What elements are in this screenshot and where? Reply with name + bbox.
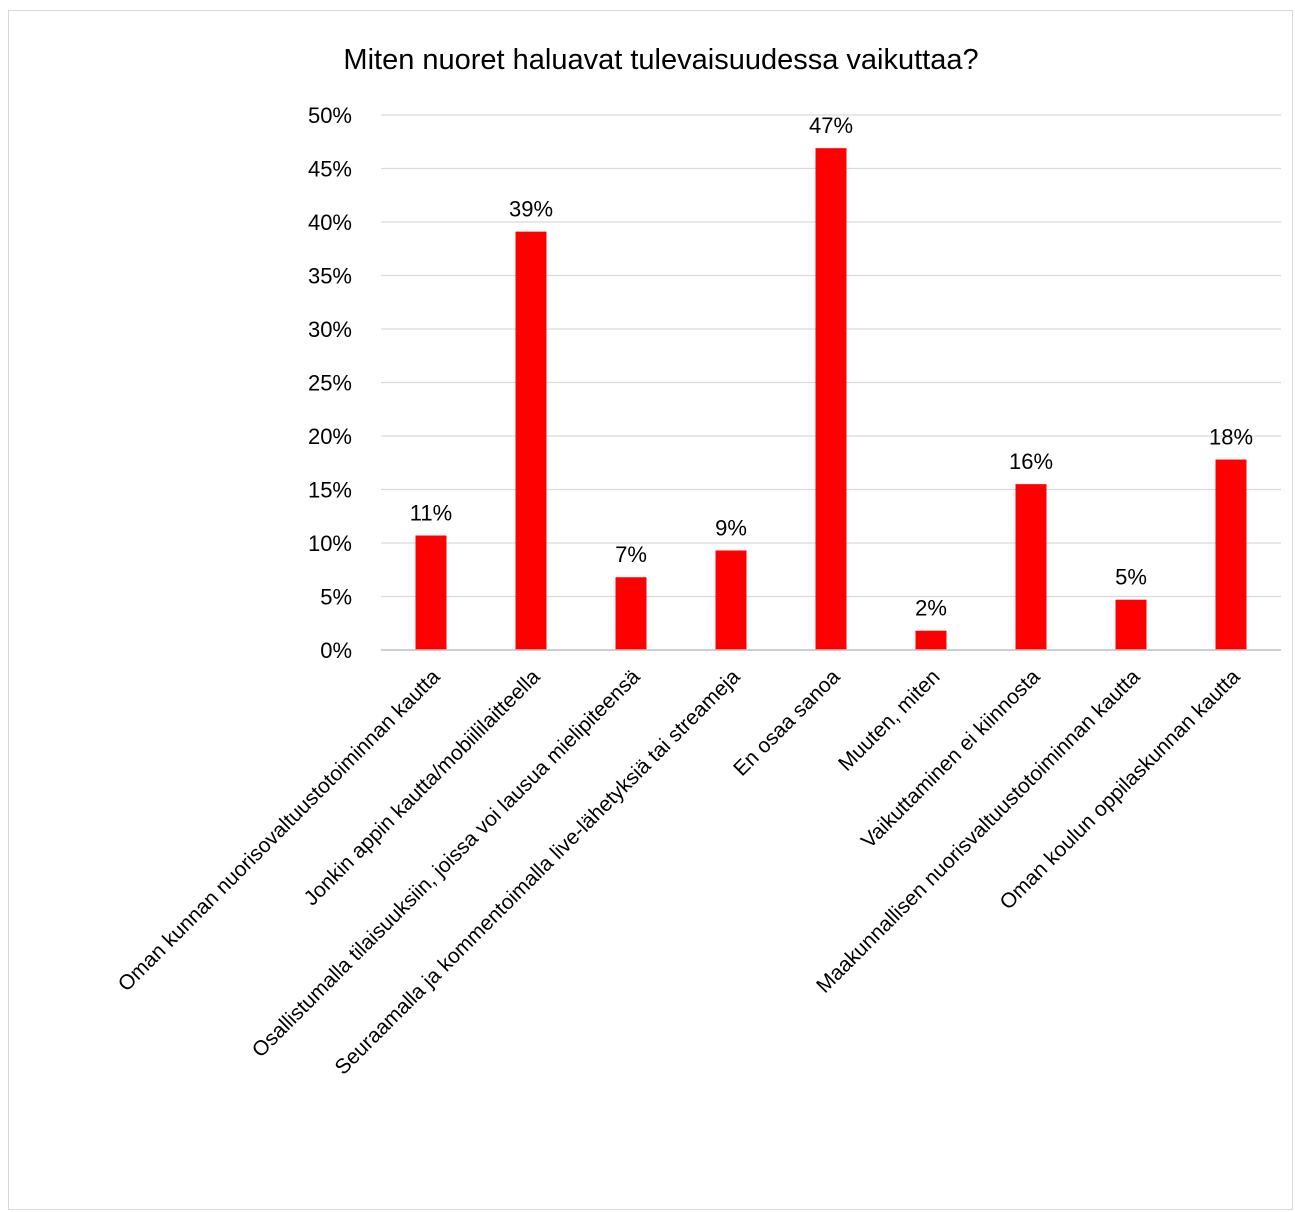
- y-tick-label: 30%: [308, 317, 352, 342]
- data-label: 5%: [1115, 565, 1147, 590]
- bar: [1216, 460, 1247, 650]
- y-tick-label: 35%: [308, 264, 352, 289]
- bar-chart: Miten nuoret haluavat tulevaisuudessa va…: [9, 11, 1294, 1211]
- y-tick-label: 0%: [320, 638, 352, 663]
- data-label: 47%: [809, 113, 853, 138]
- category-label: En osaa sanoa: [729, 665, 845, 781]
- y-tick-label: 5%: [320, 585, 352, 610]
- chart-title: Miten nuoret haluavat tulevaisuudessa va…: [343, 44, 978, 76]
- data-label: 7%: [615, 542, 647, 567]
- category-label: Vaikuttaminen ei kiinnosta: [857, 665, 1045, 853]
- data-label: 11%: [410, 501, 452, 526]
- y-tick-label: 15%: [308, 478, 352, 503]
- category-labels: Oman kunnan nuorisovaltuustotoiminnan ka…: [114, 665, 1245, 1079]
- data-label: 2%: [915, 596, 947, 621]
- bar: [1116, 600, 1147, 650]
- data-label: 39%: [509, 197, 553, 222]
- y-tick-label: 10%: [308, 531, 352, 556]
- category-label: Osallistumalla tilaisuuksiin, joissa voi…: [248, 665, 645, 1062]
- data-label: 9%: [715, 515, 747, 540]
- data-label: 18%: [1209, 425, 1253, 450]
- y-axis-tick-labels: 0% 5% 10% 15% 20% 25% 30% 35% 40% 45% 50%: [308, 103, 352, 663]
- data-label: 16%: [1009, 449, 1053, 474]
- bar: [616, 577, 647, 650]
- bar: [716, 550, 747, 650]
- bar: [1016, 484, 1047, 650]
- bar: [516, 232, 547, 650]
- bar: [916, 631, 947, 650]
- y-tick-label: 40%: [308, 210, 352, 235]
- chart-frame: Miten nuoret haluavat tulevaisuudessa va…: [8, 10, 1293, 1210]
- y-tick-label: 45%: [308, 157, 352, 182]
- y-tick-label: 25%: [308, 371, 352, 396]
- y-tick-label: 20%: [308, 424, 352, 449]
- bar: [816, 148, 847, 650]
- category-label: Muuten, miten: [834, 665, 944, 775]
- y-tick-label: 50%: [308, 103, 352, 128]
- bar: [416, 536, 447, 650]
